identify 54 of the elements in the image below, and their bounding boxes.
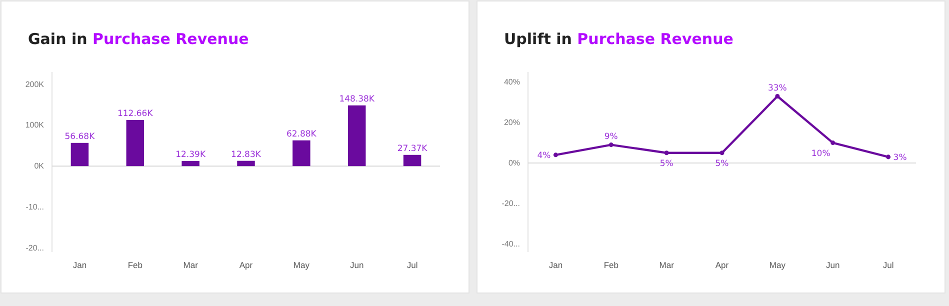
data-label: 5%: [660, 158, 674, 169]
x-tick-label: Jan: [548, 260, 563, 270]
data-label: 12.83K: [231, 150, 262, 160]
data-label: 9%: [604, 132, 618, 142]
point: [775, 94, 780, 99]
x-tick-label: May: [769, 260, 786, 270]
x-tick-label: May: [293, 260, 310, 270]
y-tick-label: -20...: [502, 199, 520, 208]
point: [830, 140, 836, 146]
x-tick-label: Jul: [882, 260, 894, 270]
x-tick-label: Apr: [239, 260, 253, 270]
y-tick-label: 100K: [25, 120, 45, 130]
data-label: 27.37K: [397, 144, 428, 154]
bar: [403, 154, 422, 166]
x-tick-label: Apr: [715, 260, 729, 270]
bar: [237, 160, 255, 166]
x-tick-label: Jul: [406, 260, 418, 270]
x-tick-label: Jun: [350, 260, 364, 270]
data-label: 112.66K: [117, 109, 154, 120]
point: [886, 154, 891, 160]
point: [608, 142, 614, 148]
y-tick-label: -10...: [26, 202, 44, 212]
data-label: 4%: [537, 150, 551, 161]
data-label: 10%: [811, 148, 830, 159]
x-tick-label: Mar: [659, 260, 674, 270]
data-label: 33%: [768, 83, 787, 94]
data-label: 62.88K: [286, 129, 317, 140]
y-tick-label: 0%: [508, 158, 520, 168]
bar: [126, 120, 144, 166]
y-tick-label: 20%: [504, 118, 520, 128]
data-label: 12.39K: [176, 150, 206, 160]
x-tick-label: Feb: [128, 260, 143, 270]
chart-title: Uplift in Purchase Revenue: [504, 30, 734, 48]
y-tick-label: -40...: [502, 239, 520, 248]
x-tick-label: Mar: [183, 260, 198, 270]
bar: [182, 161, 200, 166]
bar: [292, 140, 310, 166]
data-label: 3%: [893, 152, 907, 163]
x-tick-label: Jun: [826, 260, 840, 270]
bar: [348, 105, 366, 166]
x-tick-label: Jan: [72, 260, 87, 270]
y-tick-label: 200K: [25, 80, 45, 89]
bar: [70, 142, 89, 166]
point: [720, 150, 724, 156]
data-label: 56.68K: [64, 132, 96, 142]
data-label: 5%: [715, 158, 729, 169]
point: [664, 150, 669, 156]
chart-title: Gain in Purchase Revenue: [28, 30, 249, 48]
y-tick-label: -20...: [26, 243, 44, 252]
point: [553, 152, 558, 158]
x-tick-label: Feb: [604, 260, 619, 270]
y-tick-label: 0K: [34, 162, 45, 171]
data-label: 148.38K: [339, 94, 375, 104]
y-tick-label: 40%: [504, 78, 520, 87]
